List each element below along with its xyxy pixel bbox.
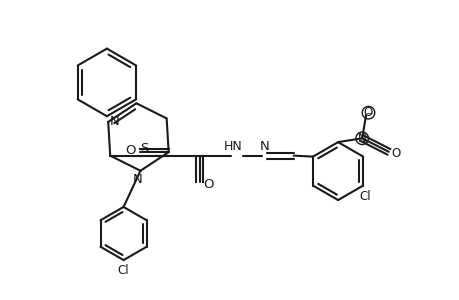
Text: S: S	[140, 142, 148, 155]
Text: N: N	[133, 173, 143, 186]
Text: −: −	[364, 108, 371, 117]
Text: Cl: Cl	[359, 190, 370, 203]
Text: O: O	[391, 147, 400, 160]
Text: Cl: Cl	[118, 264, 129, 277]
Text: HN: HN	[224, 140, 242, 154]
Text: N: N	[357, 132, 366, 145]
Text: N: N	[109, 116, 119, 128]
Text: N: N	[259, 140, 269, 154]
Text: O: O	[363, 106, 372, 119]
Text: O: O	[125, 144, 136, 157]
Text: O: O	[202, 178, 213, 190]
